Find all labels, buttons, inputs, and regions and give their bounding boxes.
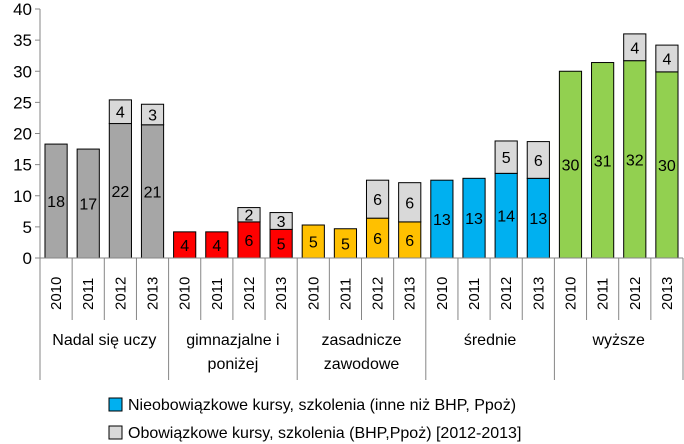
- x-tick-label-year: 2013: [659, 277, 676, 310]
- group-label: zasadnicze: [321, 332, 401, 349]
- bar-obowiazkowe: [140, 103, 165, 126]
- x-tick-label-year: 2013: [402, 277, 419, 310]
- data-label: 6: [373, 192, 382, 209]
- data-label: 13: [529, 211, 547, 228]
- bar-obowiazkowe: [655, 44, 679, 73]
- y-tick-label: 15: [13, 156, 32, 175]
- x-tick-label-year: 2012: [112, 277, 129, 310]
- data-label: 30: [658, 158, 676, 175]
- y-axis: 0 5 10 15 20 25 30 35 40: [13, 0, 41, 268]
- bar-obowiazkowe: [365, 179, 390, 219]
- x-tick-label-year: 2010: [48, 277, 65, 310]
- x-tick-label-year: 2010: [177, 277, 194, 310]
- data-label: 6: [405, 233, 414, 250]
- data-label: 5: [277, 237, 286, 254]
- y-tick-label: 5: [23, 218, 32, 237]
- data-label: 5: [309, 235, 318, 252]
- x-tick-label-year: 2012: [498, 277, 515, 310]
- data-label: 18: [47, 194, 65, 211]
- bar-obowiazkowe: [237, 207, 261, 223]
- x-tick-label-year: 2011: [209, 278, 226, 310]
- data-label: 30: [562, 158, 580, 175]
- x-tick-label-year: 2011: [595, 278, 612, 310]
- group-label: wyższe: [591, 332, 645, 349]
- bars: [44, 33, 679, 259]
- bar-obowiazkowe: [494, 140, 518, 174]
- data-label: 4: [116, 105, 125, 122]
- data-label: 4: [212, 238, 221, 255]
- x-tick-label-year: 2013: [273, 277, 290, 310]
- group-label: gimnazjalne i: [186, 332, 279, 349]
- data-label: 31: [594, 153, 612, 170]
- x-tick-label-year: 2013: [530, 277, 547, 310]
- x-tick-label-year: 2010: [434, 277, 451, 310]
- group-label: zawodowe: [324, 356, 400, 373]
- legend: Nieobowiązkowe kursy, szkolenia (inne ni…: [108, 397, 521, 442]
- x-tick-label-year: 2011: [80, 278, 97, 310]
- data-label: 32: [626, 152, 644, 169]
- legend-swatch-nieobowiazkowe: [108, 397, 123, 412]
- y-tick-label: 0: [23, 249, 32, 268]
- data-label: 4: [180, 238, 189, 255]
- group-label: Nadal się uczy: [52, 332, 156, 349]
- bar-obowiazkowe: [526, 141, 550, 179]
- x-tick-label-year: 2013: [145, 277, 162, 310]
- data-label: 3: [148, 108, 157, 125]
- x-axis: 2010 2011 2012 2013 Nadal się uczy 2010 2011 20…: [39, 257, 684, 380]
- legend-swatch-obowiazkowe: [108, 425, 123, 440]
- legend-label: Nieobowiązkowe kursy, szkolenia (inne ni…: [128, 397, 516, 414]
- data-label: 6: [534, 153, 543, 170]
- x-tick-label-year: 2011: [337, 278, 354, 310]
- data-label: 13: [465, 211, 483, 228]
- x-tick-label-year: 2010: [305, 277, 322, 310]
- data-label: 4: [662, 51, 671, 68]
- y-tick-label: 35: [13, 31, 32, 50]
- bar-obowiazkowe: [398, 182, 422, 223]
- group-label: średnie: [464, 332, 517, 349]
- y-tick-label: 25: [13, 93, 32, 112]
- x-tick-label-year: 2012: [627, 277, 644, 310]
- y-tick-label: 30: [13, 62, 32, 81]
- y-tick-label: 40: [13, 0, 32, 19]
- data-label: 3: [277, 214, 286, 231]
- y-tick-label: 10: [13, 187, 32, 206]
- data-label: 17: [79, 197, 97, 214]
- bar-obowiazkowe: [623, 33, 647, 62]
- x-tick-label-year: 2011: [466, 278, 483, 310]
- data-label: 6: [245, 233, 254, 250]
- data-label: 22: [111, 184, 129, 201]
- data-label: 6: [405, 195, 414, 212]
- bar-obowiazkowe: [269, 212, 293, 230]
- x-tick-label-year: 2012: [370, 277, 387, 310]
- data-label: 4: [630, 40, 639, 57]
- data-label: 2: [245, 208, 254, 225]
- y-tick-label: 20: [13, 125, 32, 144]
- data-label: 13: [433, 212, 451, 229]
- data-labels: 18 17 22 4 21 3 4 4 6 2 5 3 5 5 6 6 6 6 13 13 14 5 13 6 30 31 32 4 3…: [47, 40, 676, 255]
- data-label: 14: [497, 209, 515, 226]
- bar-obowiazkowe: [108, 99, 132, 125]
- group-label: poniżej: [208, 356, 259, 373]
- data-label: 21: [144, 184, 162, 201]
- data-label: 5: [341, 236, 350, 253]
- legend-label: Obowiązkowe kursy, szkolenia (BHP,Ppoż) …: [128, 425, 521, 442]
- data-label: 6: [373, 231, 382, 248]
- x-tick-label-year: 2010: [562, 277, 579, 310]
- x-tick-label-year: 2012: [241, 277, 258, 310]
- data-label: 5: [502, 150, 511, 167]
